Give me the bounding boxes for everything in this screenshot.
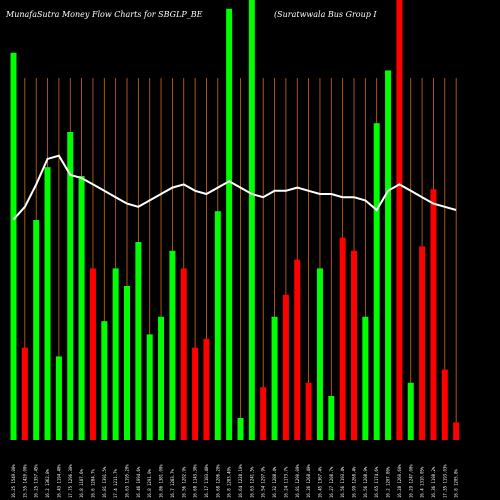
bar	[158, 316, 165, 440]
x-tick-label: 16.6 1284.7%	[90, 469, 95, 498]
x-tick-label: 16.8 1205.8%	[454, 469, 459, 498]
bar	[101, 321, 108, 440]
bar	[419, 246, 426, 440]
x-tick-label: 16.65 1174.6%	[374, 466, 379, 498]
x-tick-label: 16.8 1283.40%	[227, 466, 232, 498]
bar	[214, 211, 221, 440]
bar	[248, 0, 255, 440]
x-tick-label: 16.2 1362.8%	[45, 469, 50, 498]
x-tick-label: 16.17 1183.40%	[204, 464, 209, 498]
x-tick-label: 16.8 1187.6%	[79, 469, 84, 498]
bar	[226, 8, 233, 441]
bar	[78, 176, 85, 440]
bar	[33, 220, 40, 440]
x-tick-label: 16.63 1241.5%	[249, 466, 254, 498]
x-tick-label: 16.32 1288.4%	[272, 466, 277, 498]
bar	[44, 167, 51, 440]
bar	[124, 286, 130, 440]
bar	[339, 237, 346, 440]
x-tick-label: 16.27 1208.7%	[329, 466, 334, 498]
bar	[192, 347, 199, 440]
x-tick-label: 16.56 1202.9%	[181, 466, 186, 498]
bar	[135, 242, 142, 440]
bar	[362, 316, 369, 440]
bar	[328, 396, 335, 440]
bars-group	[10, 0, 460, 441]
x-tick-label: 16.81 1290.09%	[295, 464, 300, 498]
bar	[21, 347, 28, 440]
x-tick-label: 16.54 1297.9%	[261, 466, 266, 498]
bar	[351, 250, 357, 440]
x-tick-label: 16.99 1268.4%	[352, 466, 357, 498]
money-flow-line	[12, 154, 457, 221]
x-tick-label: 17.4 1211.7%	[113, 469, 118, 498]
x-tick-label: 16.29 1247.00%	[408, 464, 413, 498]
x-tick-label: 17.35 1193.03%	[442, 464, 447, 498]
x-tick-label: 16.45 1367.4%	[317, 466, 322, 498]
bar	[180, 268, 187, 440]
x-tick-label: 16.25 1357.45%	[34, 464, 39, 498]
x-axis-labels: 16.25 1549.00% 15.55 1420.00% 16.25 1357.4…	[11, 464, 459, 498]
x-tick-label: 16.63 1195.20%	[125, 464, 130, 498]
bar	[453, 422, 460, 440]
x-tick-label: 16.25 1549.00%	[11, 464, 16, 498]
bar	[89, 268, 96, 440]
bar	[169, 250, 176, 440]
x-tick-label: 16.64 1228.10%	[238, 464, 243, 498]
bar	[316, 268, 323, 440]
bar	[237, 418, 244, 440]
x-tick-label: 16.4 1310.05%	[420, 466, 425, 498]
x-tick-label: 16.68 1143.30%	[193, 464, 198, 498]
chart-title: MunafaSutra Money Flow Charts for SBGLP_…	[5, 10, 203, 19]
x-tick-label: 16.86 1381.00%	[159, 464, 164, 498]
chart-title-company: (Suratwwala Bus Group I	[274, 10, 377, 19]
x-tick-label: 16.26 1268.40%	[306, 464, 311, 498]
x-tick-label: 16.24 1173.7%	[283, 466, 288, 498]
bar	[441, 369, 448, 440]
bar	[407, 382, 414, 440]
x-tick-label: 16.56 1208.9%	[363, 466, 368, 498]
x-tick-label: 16.43 1194.40%	[56, 464, 61, 498]
x-tick-label: 17.75 1296.30%	[68, 464, 73, 498]
bar	[146, 334, 153, 440]
bar	[10, 52, 17, 441]
x-tick-label: 16.56 1193.4%	[340, 466, 345, 498]
bar	[55, 356, 62, 440]
x-tick-label: 16.46 1094.6%	[136, 466, 141, 498]
x-tick-label: 16.2 1207.80%	[386, 466, 391, 498]
bar	[67, 132, 74, 440]
x-tick-label: 16.28 1260.60%	[397, 464, 402, 498]
bar	[305, 382, 312, 440]
bar	[112, 268, 119, 440]
bar	[282, 294, 289, 440]
x-tick-label: 16.8 1291.0%	[147, 469, 152, 498]
x-tick-label: 16.68 1206.20%	[215, 464, 220, 498]
x-tick-label: 16.7 1283.7%	[170, 469, 175, 498]
x-tick-label: 15.55 1420.00%	[22, 464, 27, 498]
bar	[294, 259, 301, 440]
bar	[271, 316, 278, 440]
bar	[373, 123, 380, 440]
bar	[430, 189, 437, 440]
bar	[385, 70, 392, 441]
bar	[396, 0, 403, 440]
bar	[203, 338, 210, 440]
x-tick-label: 16.36 1198.2%	[431, 466, 436, 498]
bar	[260, 387, 267, 440]
x-tick-label: 16.81 1391.5%	[102, 466, 107, 498]
